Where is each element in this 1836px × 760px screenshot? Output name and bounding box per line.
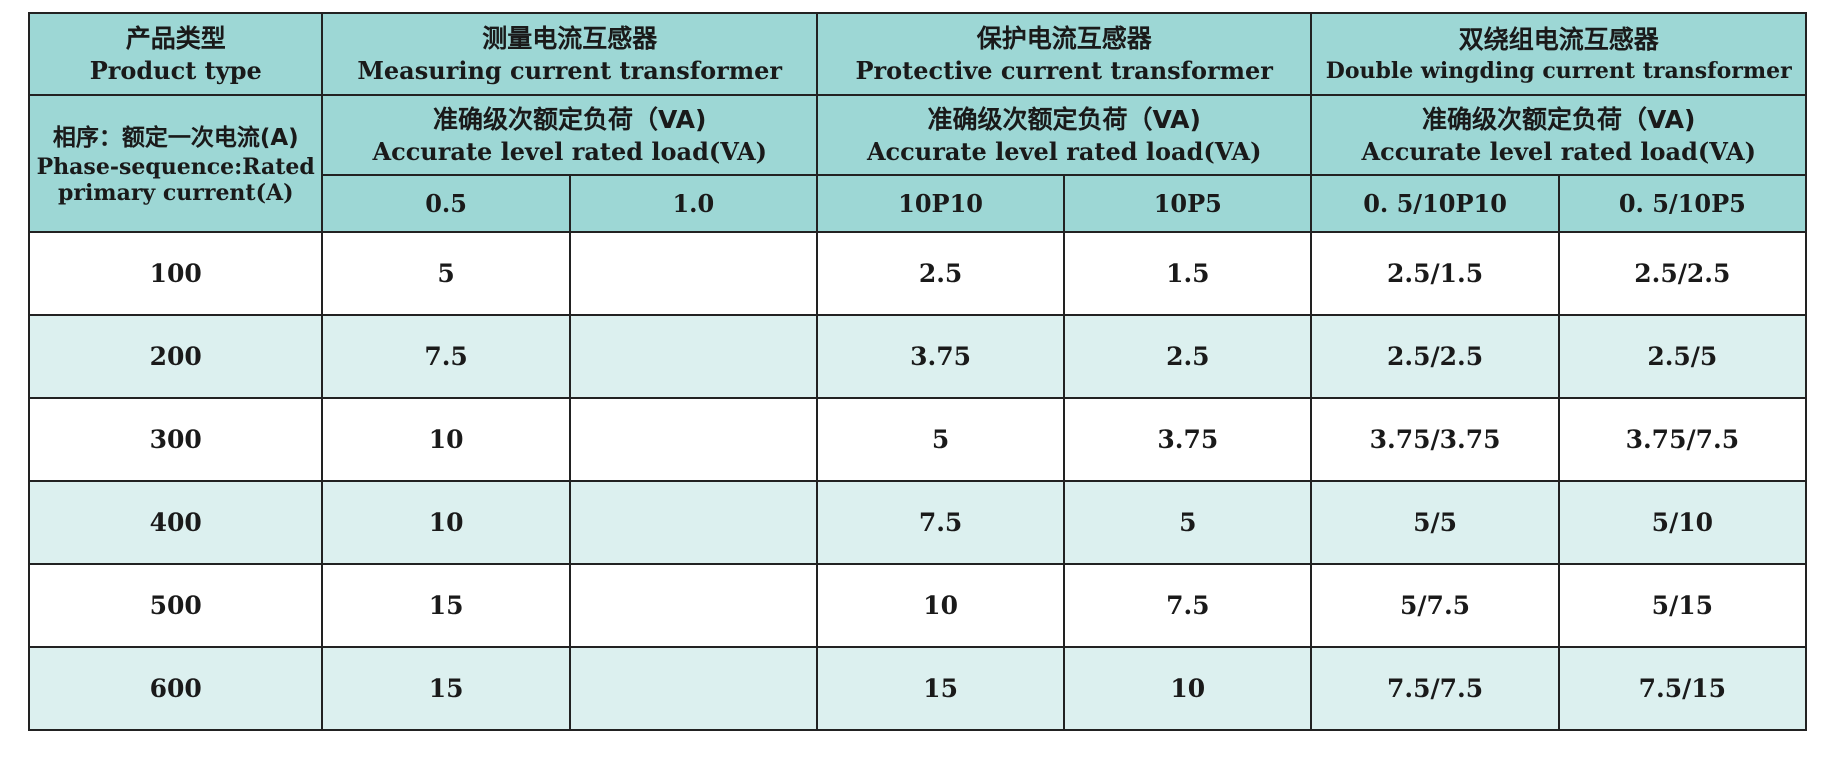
group-en: Double wingding current transformer [1325, 58, 1792, 84]
phase-zh: 相序：额定一次电流(A) [52, 124, 299, 151]
value-cell: 5 [321, 231, 571, 316]
group-header-protective: 保护电流互感器 Protective current transformer [815, 12, 1313, 96]
header-row-groups: 产品类型 Product type 测量电流互感器 Measuring curr… [27, 12, 1807, 96]
value-cell: 7.5 [321, 314, 571, 399]
value-cell: 7.5/15 [1557, 646, 1808, 731]
class-header: 1.0 [568, 174, 818, 233]
value-cell: 10 [321, 480, 571, 565]
value-cell [568, 397, 818, 482]
value-cell: 5 [1063, 480, 1313, 565]
product-type-header: 产品类型 Product type [27, 12, 324, 96]
value-cell: 2.5 [1063, 314, 1313, 399]
value-cell: 10 [321, 397, 571, 482]
load-en: Accurate level rated load(VA) [372, 137, 767, 166]
value-cell [568, 314, 818, 399]
value-cell: 5/15 [1557, 563, 1808, 648]
value-cell: 2.5 [815, 231, 1066, 316]
class-header: 0.5 [321, 174, 571, 233]
current-cell: 100 [27, 231, 324, 316]
transformer-spec-table: 产品类型 Product type 测量电流互感器 Measuring curr… [27, 12, 1808, 731]
load-zh: 准确级次额定负荷（VA) [927, 105, 1201, 134]
value-cell: 5/10 [1557, 480, 1808, 565]
value-cell: 2.5/5 [1557, 314, 1808, 399]
value-cell: 15 [321, 563, 571, 648]
value-cell: 1.5 [1063, 231, 1313, 316]
table-row: 100 5 2.5 1.5 2.5/1.5 2.5/2.5 [27, 231, 1808, 316]
group-zh: 测量电流互感器 [482, 24, 658, 53]
value-cell: 7.5 [815, 480, 1066, 565]
group-zh: 保护电流互感器 [976, 24, 1152, 53]
value-cell: 2.5/2.5 [1557, 231, 1808, 316]
load-en: Accurate level rated load(VA) [866, 137, 1262, 166]
load-header-double-winding: 准确级次额定负荷（VA) Accurate level rated load(V… [1310, 94, 1807, 176]
value-cell: 7.5/7.5 [1310, 646, 1560, 731]
load-zh: 准确级次额定负荷（VA) [1422, 105, 1696, 134]
table-row: 300 10 5 3.75 3.75/3.75 3.75/7.5 [27, 397, 1808, 482]
value-cell: 10 [1063, 646, 1313, 731]
table-row: 400 10 7.5 5 5/5 5/10 [27, 480, 1808, 565]
group-zh: 双绕组电流互感器 [1458, 25, 1659, 54]
group-header-measuring: 测量电流互感器 Measuring current transformer [321, 12, 818, 96]
value-cell [568, 231, 818, 316]
value-cell: 10 [815, 563, 1066, 648]
value-cell: 15 [321, 646, 571, 731]
group-header-double-winding: 双绕组电流互感器 Double wingding current transfo… [1310, 12, 1807, 96]
value-cell: 5/5 [1310, 480, 1560, 565]
value-cell: 3.75 [1063, 397, 1313, 482]
phase-current-header: 相序：额定一次电流(A) Phase-sequence:Rated primar… [27, 94, 324, 233]
current-cell: 600 [27, 646, 324, 731]
value-cell: 2.5/1.5 [1310, 231, 1560, 316]
product-type-zh: 产品类型 [125, 24, 226, 53]
current-cell: 500 [27, 563, 324, 648]
value-cell: 5/7.5 [1310, 563, 1560, 648]
product-type-en: Product type [89, 56, 262, 85]
value-cell: 3.75 [815, 314, 1066, 399]
current-cell: 400 [27, 480, 324, 565]
phase-en-line1: Phase-sequence:Rated [36, 153, 315, 180]
value-cell: 5 [815, 397, 1066, 482]
value-cell: 15 [815, 646, 1066, 731]
header-row-classes: 0.5 1.0 10P10 10P5 0. 5/10P10 0. 5/10P5 [29, 174, 1808, 233]
load-header-protective: 准确级次额定负荷（VA) Accurate level rated load(V… [815, 94, 1313, 176]
phase-en-line2: primary current(A) [57, 179, 294, 206]
value-cell: 3.75/7.5 [1557, 397, 1808, 482]
value-cell [568, 480, 818, 565]
class-header: 0. 5/10P10 [1310, 174, 1560, 233]
load-zh: 准确级次额定负荷（VA) [432, 105, 707, 134]
load-header-measuring: 准确级次额定负荷（VA) Accurate level rated load(V… [321, 94, 818, 176]
value-cell [568, 563, 818, 648]
table-row: 500 15 10 7.5 5/7.5 5/15 [27, 563, 1808, 648]
table-row: 200 7.5 3.75 2.5 2.5/2.5 2.5/5 [27, 314, 1808, 399]
table-row: 600 15 15 10 7.5/7.5 7.5/15 [27, 646, 1808, 731]
value-cell [568, 646, 818, 731]
class-header: 10P10 [815, 174, 1066, 233]
class-header: 0. 5/10P5 [1557, 174, 1808, 233]
current-cell: 200 [27, 314, 324, 399]
current-cell: 300 [27, 397, 324, 482]
value-cell: 7.5 [1063, 563, 1313, 648]
value-cell: 2.5/2.5 [1310, 314, 1560, 399]
group-en: Measuring current transformer [357, 56, 783, 85]
class-header: 10P5 [1063, 174, 1313, 233]
group-en: Protective current transformer [855, 56, 1273, 85]
load-en: Accurate level rated load(VA) [1361, 137, 1756, 166]
header-row-load: 相序：额定一次电流(A) Phase-sequence:Rated primar… [27, 94, 1807, 233]
value-cell: 3.75/3.75 [1310, 397, 1560, 482]
